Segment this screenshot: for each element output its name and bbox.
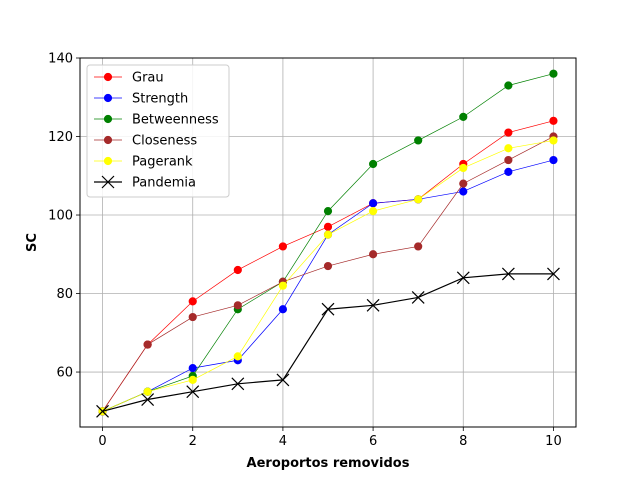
legend-box	[86, 64, 230, 198]
legend-label-closeness: Closeness	[132, 134, 197, 149]
data-point-pandemia	[547, 267, 560, 281]
data-point-pagerank	[504, 144, 513, 153]
data-point-betweenness	[368, 159, 378, 169]
data-point-strength	[278, 305, 288, 314]
data-point-closeness	[414, 242, 423, 251]
legend-item-pagerank: Pagerank	[94, 155, 193, 170]
legend-label-pandemia: Pandemia	[132, 176, 196, 191]
data-point-closeness	[504, 155, 513, 165]
data-point-grau	[323, 222, 333, 231]
data-point-betweenness	[414, 136, 423, 145]
legend-item-closeness: Closeness	[94, 134, 197, 149]
data-point-pagerank	[143, 387, 152, 396]
legend-item-grau: Grau	[94, 71, 164, 86]
data-point-strength	[549, 155, 558, 165]
data-point-pandemia	[366, 298, 380, 312]
data-point-closeness	[323, 261, 333, 271]
data-point-strength	[504, 167, 513, 176]
data-point-pagerank	[278, 281, 288, 290]
legend-item-strength: Strength	[94, 92, 188, 107]
x-tick-label: 4	[279, 434, 287, 449]
data-point-closeness	[188, 312, 197, 322]
data-point-pandemia	[321, 302, 335, 316]
series-pagerank	[98, 136, 558, 416]
data-point-pagerank	[323, 230, 333, 239]
legend-marker-grau	[103, 72, 113, 82]
legend-label-betweenness: Betweenness	[132, 113, 219, 128]
data-point-pandemia	[276, 373, 290, 387]
plot-frame	[79, 57, 577, 428]
legend-marker-betweenness	[103, 114, 113, 124]
data-point-pandemia	[141, 393, 155, 406]
data-point-strength	[368, 199, 378, 208]
x-tick-label: 6	[369, 434, 377, 449]
legend-label-grau: Grau	[132, 71, 164, 86]
x-tick-label: 0	[98, 434, 106, 449]
data-point-betweenness	[323, 206, 333, 216]
data-point-pandemia	[501, 267, 515, 281]
data-point-closeness	[368, 250, 378, 259]
data-point-betweenness	[549, 69, 558, 78]
legend-marker-pandemia	[101, 175, 115, 189]
data-point-grau	[278, 242, 288, 251]
legend-item-pandemia: Pandemia	[94, 176, 196, 191]
data-point-pandemia	[186, 385, 200, 399]
data-point-pandemia	[456, 271, 470, 285]
y-tick-label: 60	[56, 366, 73, 381]
x-axis-label: Aeroportos removidos	[247, 456, 410, 471]
x-tick-label: 10	[545, 434, 562, 449]
data-point-strength	[188, 364, 197, 373]
legend-label-strength: Strength	[132, 92, 188, 107]
y-tick-label: 80	[56, 287, 73, 302]
series-pandemia	[96, 267, 560, 418]
data-point-betweenness	[459, 112, 468, 121]
x-tick-label: 8	[459, 434, 467, 449]
data-point-strength	[459, 187, 468, 196]
data-point-closeness	[233, 301, 242, 310]
legend-marker-strength	[103, 93, 113, 103]
legend-marker-closeness	[103, 135, 113, 145]
data-point-pagerank	[459, 163, 468, 173]
x-tick-label: 2	[189, 434, 197, 449]
legend: Grau Strength Betweenness Closeness Pagerank…	[86, 64, 230, 198]
data-point-pandemia	[96, 404, 109, 418]
data-point-pagerank	[549, 136, 558, 145]
data-point-pandemia	[231, 377, 245, 391]
data-point-pagerank	[233, 352, 242, 361]
legend-marker-pagerank	[103, 156, 113, 166]
data-point-grau	[233, 265, 242, 275]
y-tick-label: 140	[48, 52, 73, 67]
data-point-betweenness	[504, 81, 513, 90]
data-point-grau	[188, 297, 197, 306]
data-point-pagerank	[368, 206, 378, 216]
y-axis-label: SC	[25, 233, 40, 252]
legend-label-pagerank: Pagerank	[132, 155, 193, 170]
series-group	[96, 69, 560, 418]
legend-item-betweenness: Betweenness	[94, 113, 219, 128]
data-point-pagerank	[414, 195, 423, 204]
y-tick-label: 100	[48, 209, 73, 224]
data-point-grau	[504, 128, 513, 137]
data-point-grau	[549, 116, 558, 125]
ticks: 0 2 4 6 8 10 60 80 100 120 140	[48, 52, 562, 450]
data-point-pagerank	[188, 375, 197, 384]
data-point-closeness	[143, 340, 152, 349]
y-tick-label: 120	[48, 130, 73, 145]
data-point-closeness	[459, 179, 468, 188]
data-point-pandemia	[411, 291, 425, 304]
